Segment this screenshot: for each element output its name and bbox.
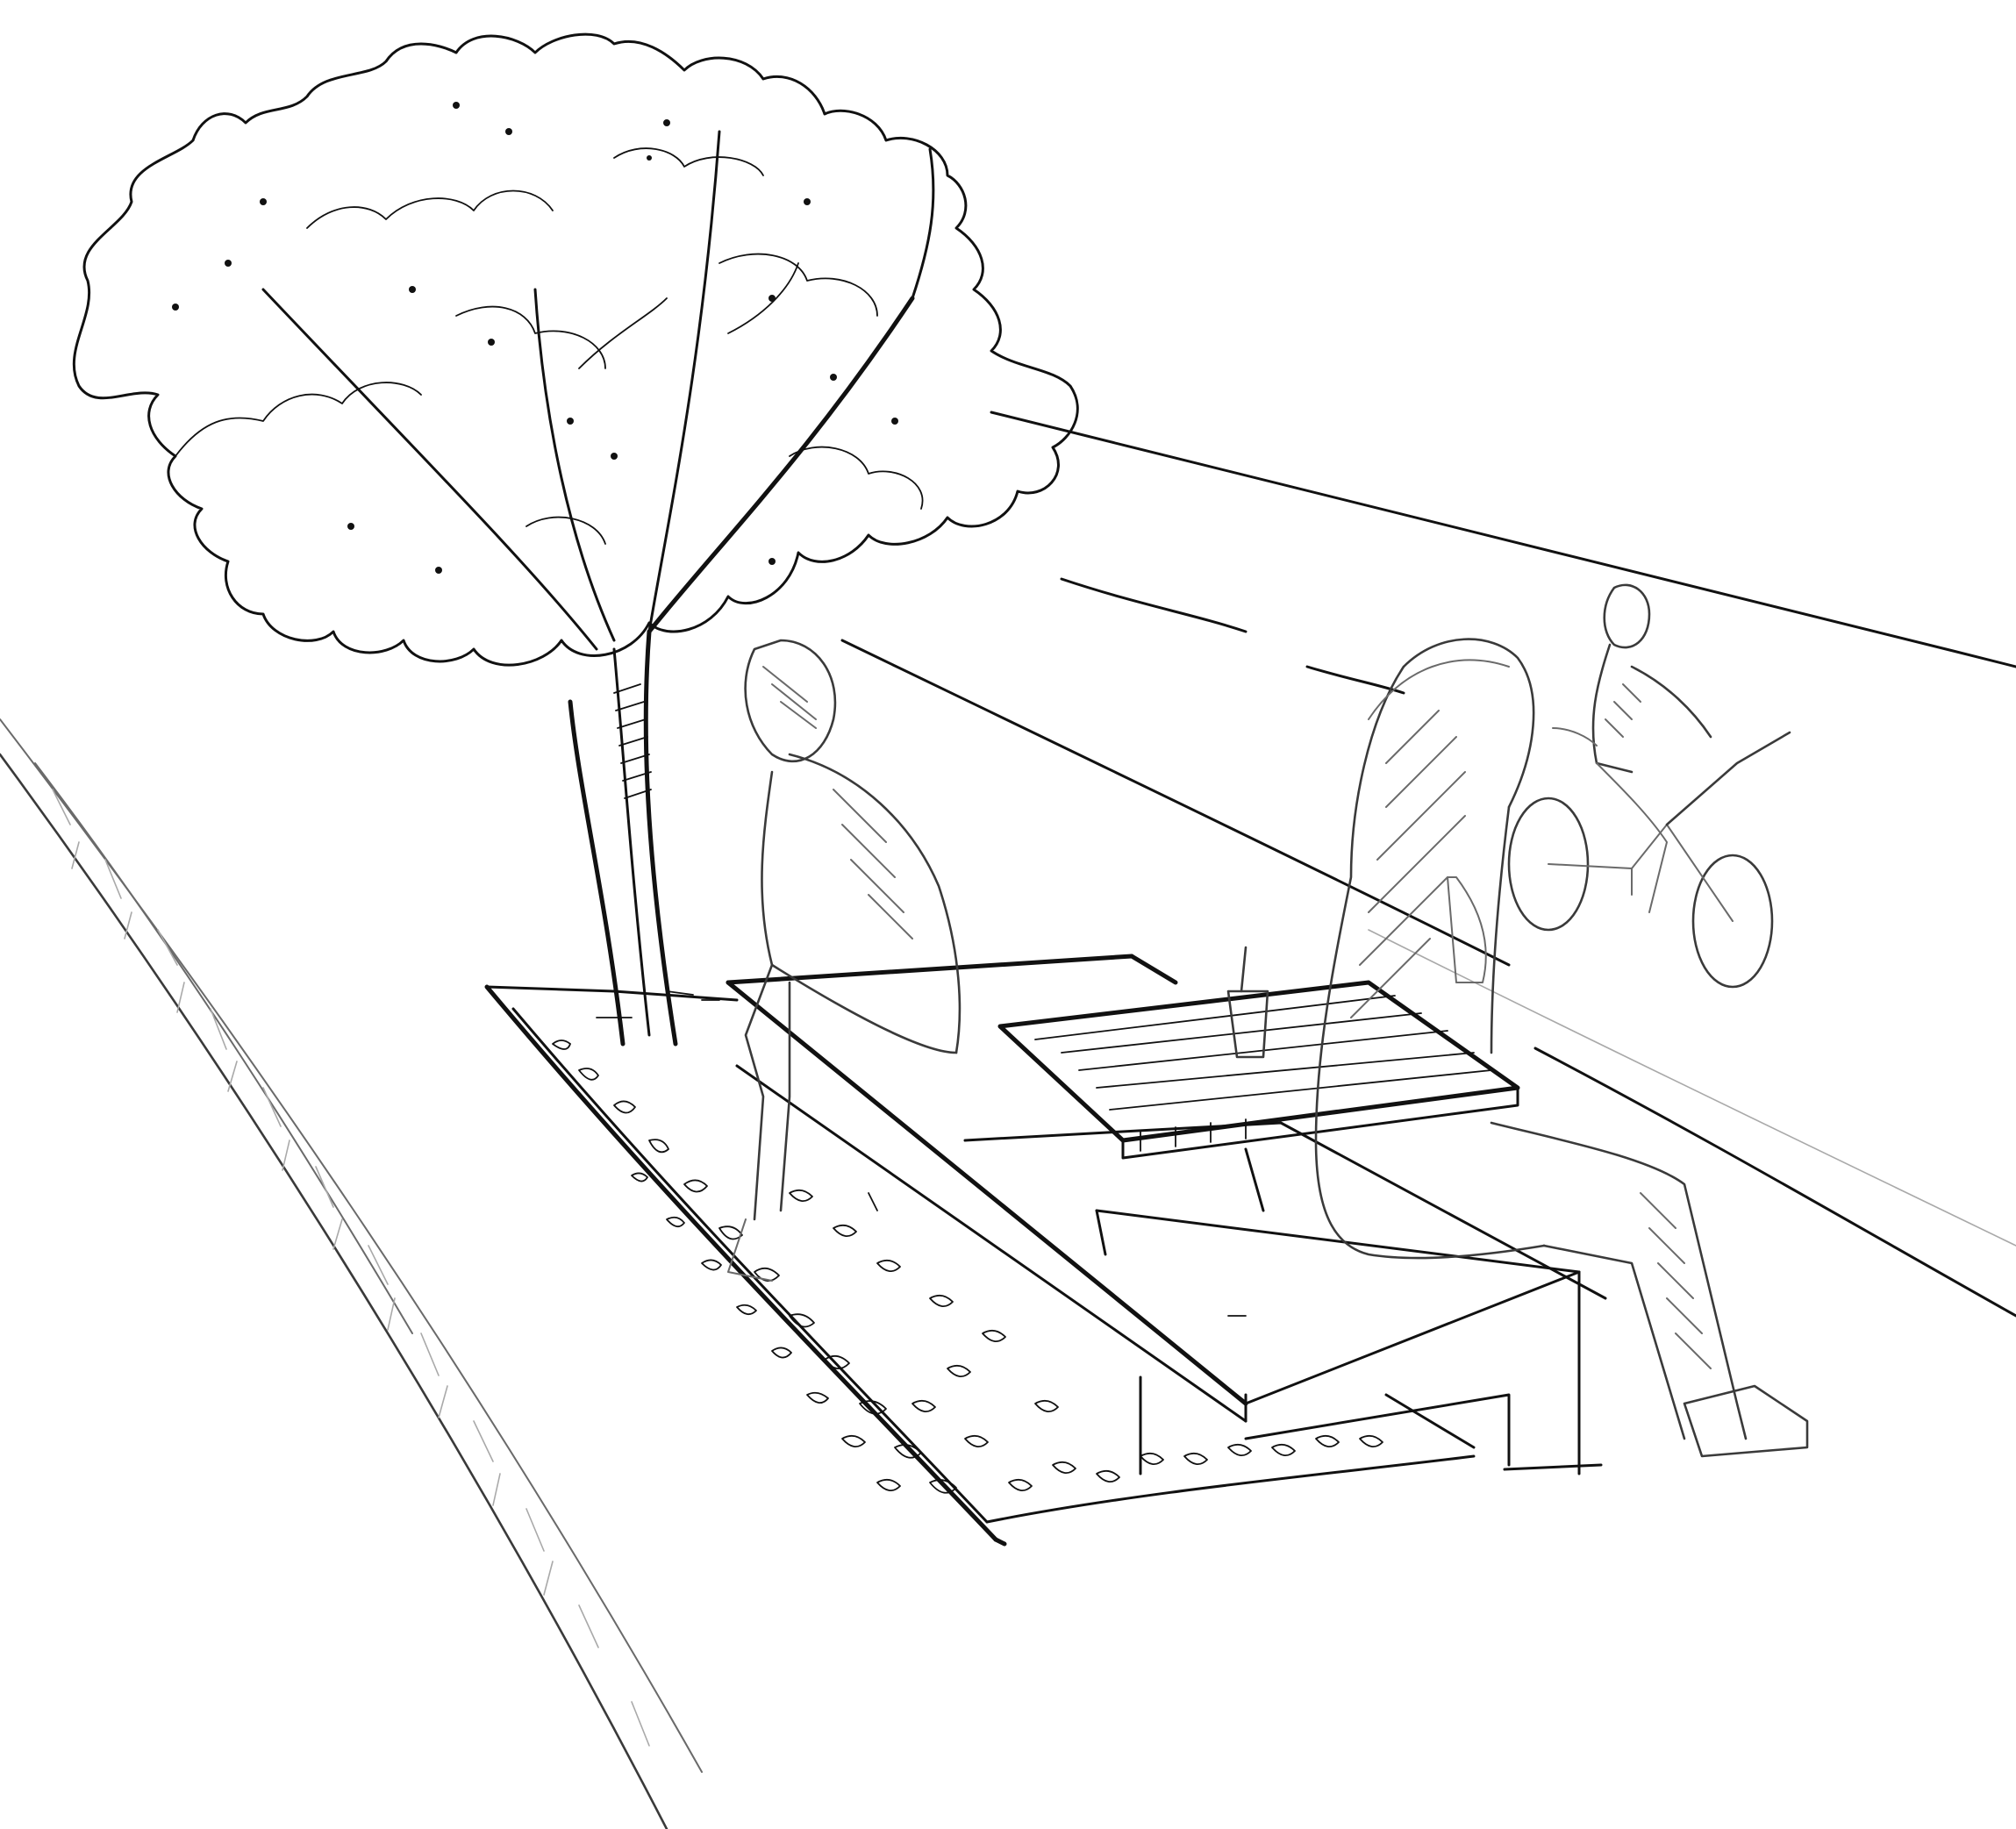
road-edge-lines	[840, 411, 2016, 1318]
wood-slat-table	[997, 980, 1520, 1212]
planter-bed	[484, 984, 1476, 1547]
concrete-bench	[726, 954, 1607, 1475]
seated-person-left	[727, 639, 962, 1282]
gravel-fill	[552, 990, 1383, 1494]
seated-person-right	[1314, 638, 1809, 1458]
cup-icon	[1226, 946, 1269, 1059]
tree-icon	[72, 32, 1079, 1047]
cyclist-icon	[1507, 583, 1791, 989]
street-curb	[0, 718, 703, 1829]
